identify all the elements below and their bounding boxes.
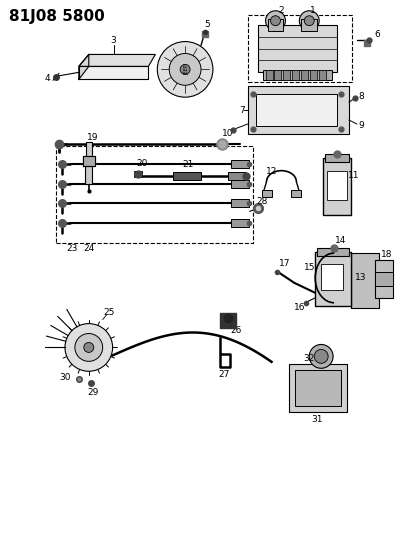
Text: 25: 25 (103, 308, 114, 317)
Bar (375, 272, 393, 286)
Circle shape (309, 344, 333, 368)
Text: 19: 19 (87, 133, 99, 142)
Polygon shape (79, 67, 148, 79)
Text: 22: 22 (232, 160, 243, 169)
Bar (85, 166, 92, 183)
Bar (375, 260, 393, 298)
Bar (319, 70, 326, 80)
Circle shape (271, 16, 280, 26)
Text: JEEP: JEEP (185, 64, 189, 75)
Bar (231, 180, 249, 188)
Text: 11: 11 (348, 171, 360, 180)
Text: 21: 21 (183, 160, 194, 169)
Text: 5: 5 (204, 20, 210, 29)
Text: 28: 28 (256, 197, 267, 206)
Text: 7: 7 (239, 106, 244, 115)
Text: 81J08 5800: 81J08 5800 (9, 9, 105, 24)
Circle shape (180, 64, 190, 74)
Bar (86, 142, 92, 156)
Circle shape (265, 11, 285, 30)
Bar (274, 70, 282, 80)
Text: 14: 14 (335, 236, 347, 245)
Text: 23: 23 (66, 244, 78, 253)
Bar (310, 70, 317, 80)
Bar (56, 146, 252, 243)
Text: 2: 2 (279, 6, 284, 15)
Polygon shape (220, 313, 236, 328)
Bar (267, 19, 284, 30)
Circle shape (304, 16, 314, 26)
Bar (315, 252, 351, 306)
Bar (248, 86, 349, 134)
Text: 27: 27 (218, 370, 229, 379)
Text: 3: 3 (111, 36, 116, 45)
Text: 16: 16 (294, 303, 305, 312)
Bar (295, 370, 341, 406)
Text: 18: 18 (381, 249, 392, 259)
Bar (228, 172, 246, 180)
Circle shape (75, 334, 103, 361)
Circle shape (84, 343, 94, 352)
Bar (327, 171, 347, 200)
Text: 26: 26 (230, 326, 242, 335)
Bar (231, 219, 249, 227)
Bar (323, 158, 351, 215)
Bar (317, 248, 349, 256)
Text: 15: 15 (303, 263, 315, 272)
Bar (261, 190, 271, 198)
Text: 24: 24 (83, 244, 95, 253)
Text: 17: 17 (279, 259, 290, 268)
Circle shape (299, 11, 319, 30)
Bar (284, 70, 290, 80)
Text: 30: 30 (59, 373, 71, 382)
Text: 13: 13 (355, 273, 367, 282)
Bar (256, 94, 337, 126)
Bar (265, 70, 273, 80)
Text: 29: 29 (87, 387, 99, 397)
Bar (291, 190, 301, 198)
Bar (231, 160, 249, 168)
Bar (321, 264, 343, 290)
Bar (289, 365, 347, 412)
Bar (301, 70, 308, 80)
Bar (248, 15, 352, 82)
Text: 10: 10 (222, 130, 234, 139)
Text: 20: 20 (137, 159, 148, 168)
Text: 8: 8 (358, 92, 364, 101)
Text: 4: 4 (44, 74, 50, 83)
Bar (231, 199, 249, 207)
Polygon shape (79, 54, 155, 67)
Polygon shape (79, 54, 89, 79)
Bar (301, 19, 317, 30)
Text: 6: 6 (374, 30, 380, 39)
Bar (135, 171, 143, 176)
Bar (258, 25, 337, 72)
Bar (325, 154, 349, 161)
Bar (351, 253, 379, 308)
Circle shape (157, 42, 213, 97)
Circle shape (65, 324, 113, 372)
Bar (263, 70, 332, 80)
Polygon shape (83, 156, 95, 166)
Circle shape (314, 350, 328, 364)
Text: 32: 32 (303, 354, 315, 363)
Text: 12: 12 (266, 167, 277, 176)
Text: 1: 1 (310, 6, 316, 15)
Circle shape (169, 53, 201, 85)
Text: 9: 9 (358, 122, 364, 131)
Bar (173, 172, 201, 180)
Bar (292, 70, 299, 80)
Text: 31: 31 (311, 415, 323, 424)
